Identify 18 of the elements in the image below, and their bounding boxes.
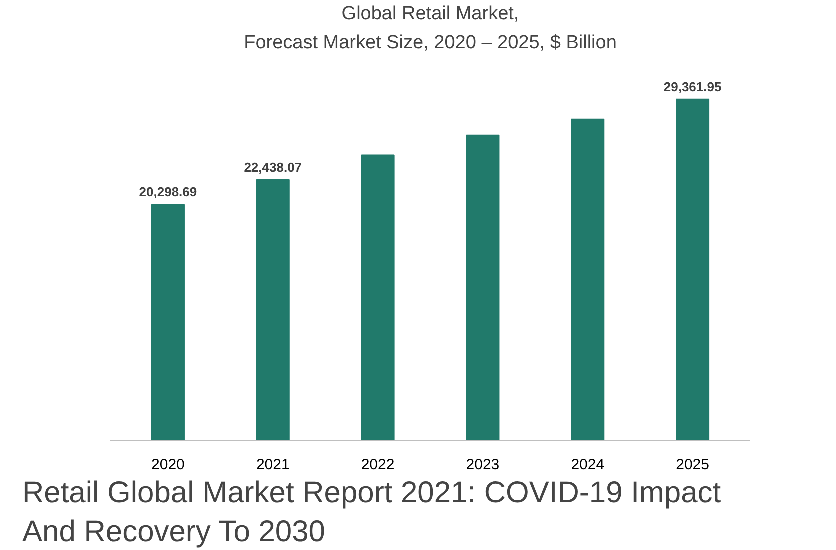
data-label: 20,298.69 (139, 184, 198, 200)
bar (151, 204, 185, 440)
bar (466, 134, 500, 440)
chart-subtitle: Forecast Market Size, 2020 – 2025, $ Billion (244, 32, 617, 54)
x-tick-label: 2020 (152, 456, 185, 474)
x-tick-label: 2024 (571, 456, 605, 474)
bar (361, 154, 395, 440)
data-label: 29,361.95 (664, 79, 722, 94)
bar (676, 98, 710, 440)
x-tick-label: 2022 (361, 456, 395, 474)
x-tick-label: 2023 (466, 456, 500, 474)
x-tick-label: 2025 (676, 456, 710, 474)
data-label: 22,438.07 (244, 160, 302, 175)
chart-title: Global Retail Market, (342, 4, 520, 24)
text: Retail Global Market Report 2021: COVID-19 Impact And Recovery To 2030 (22, 476, 722, 548)
bar (571, 118, 605, 440)
bar (256, 179, 290, 440)
x-tick-label: 2021 (256, 456, 290, 474)
